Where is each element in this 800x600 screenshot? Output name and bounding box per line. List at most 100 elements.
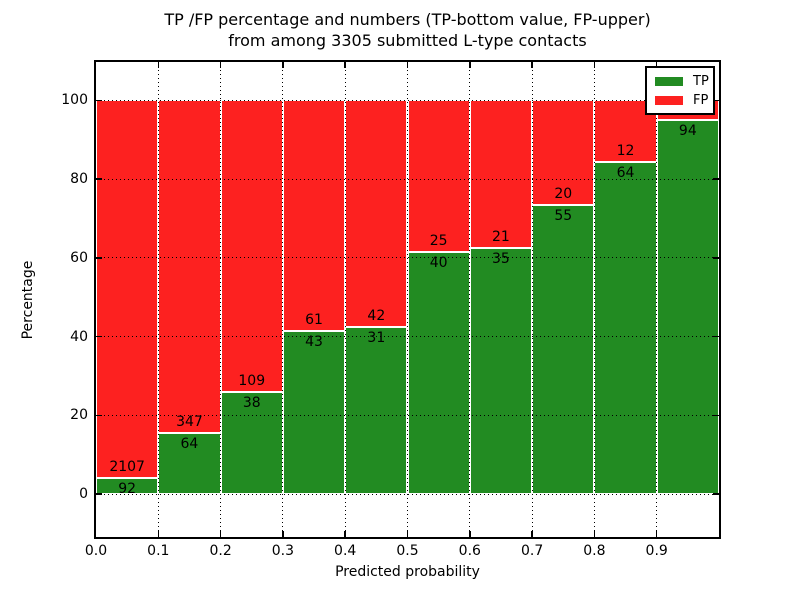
- bar-segment-tp-4: [345, 326, 408, 494]
- legend-label-tp: TP: [693, 73, 709, 89]
- x-tick-label-0.8: 0.8: [583, 543, 606, 559]
- bar-segment-fp-5: [407, 100, 470, 252]
- tp-count-label-7: 55: [554, 208, 573, 225]
- y-tick-left-20: [96, 414, 102, 416]
- x-tick-label-0.9: 0.9: [645, 543, 668, 559]
- tp-swatch-icon: [655, 76, 683, 86]
- bar-segment-fp-2: [220, 100, 283, 393]
- tp-count-label-4: 31: [367, 329, 386, 346]
- tp-count-label-9: 94: [678, 123, 697, 140]
- tp-count-label-0: 92: [118, 480, 137, 497]
- legend-label-fp: FP: [693, 92, 709, 108]
- y-tick-label-60: 60: [70, 249, 88, 266]
- x-tick-bottom-7: [531, 531, 533, 537]
- gridline-vertical-7: [531, 62, 533, 537]
- x-tick-bottom-3: [282, 531, 284, 537]
- y-tick-right-0: [713, 493, 719, 495]
- x-tick-bottom-8: [593, 531, 596, 537]
- x-tick-bottom-4: [344, 531, 346, 537]
- x-tick-label-0.2: 0.2: [209, 543, 232, 559]
- x-tick-label-0.7: 0.7: [520, 543, 544, 559]
- bar-segment-tp-8: [594, 162, 657, 494]
- x-tick-label-0.6: 0.6: [458, 543, 481, 559]
- bar-segment-tp-9: [656, 120, 719, 494]
- bar-segment-tp-7: [532, 205, 595, 494]
- plot-area: 2107 92 347 64 109 38 61 43 42 31 25 40 21 35 20 55 12 64…: [96, 62, 719, 537]
- x-tick-top-1: [157, 62, 160, 68]
- tp-count-label-1: 64: [180, 435, 199, 452]
- x-tick-label-0.0: 0.0: [84, 543, 108, 559]
- y-tick-label-20: 20: [70, 407, 88, 424]
- tp-count-label-6: 35: [492, 250, 510, 267]
- chart-title-line2: from among 3305 submitted L-type contact…: [228, 31, 587, 50]
- fp-count-label-1: 347: [176, 413, 203, 430]
- bar-segment-fp-3: [282, 100, 346, 332]
- fp-count-label-7: 20: [554, 186, 573, 203]
- y-tick-right-20: [713, 414, 719, 416]
- fp-count-label-4: 42: [367, 307, 386, 324]
- legend-item-tp: TP: [655, 73, 709, 89]
- bar-segment-tp-0: [96, 477, 159, 494]
- fp-count-label-6: 21: [492, 228, 510, 245]
- y-tick-left-100: [96, 99, 102, 102]
- fp-count-label-8: 12: [616, 143, 635, 160]
- y-tick-right-40: [713, 335, 719, 338]
- x-axis-label: Predicted probability: [335, 564, 480, 580]
- chart-title-line1: TP /FP percentage and numbers (TP-bottom…: [164, 10, 651, 29]
- fp-count-label-0: 2107: [109, 458, 145, 475]
- fp-count-label-5: 25: [429, 232, 448, 249]
- gridline-vertical-9: [656, 62, 658, 537]
- y-tick-right-60: [713, 257, 719, 259]
- y-tick-left-40: [96, 335, 102, 338]
- x-tick-top-8: [593, 62, 596, 68]
- legend: TP FP: [645, 66, 715, 115]
- x-tick-top-6: [469, 62, 471, 68]
- y-tick-left-0: [96, 493, 102, 495]
- bar-segment-tp-2: [220, 392, 283, 494]
- x-tick-bottom-9: [655, 531, 658, 537]
- fp-swatch-icon: [655, 95, 683, 105]
- gridline-vertical-8: [593, 62, 595, 537]
- bar-segment-tp-1: [158, 432, 221, 494]
- y-axis-label: Percentage: [20, 260, 36, 340]
- x-tick-bottom-6: [469, 531, 471, 537]
- gridline-vertical-2: [220, 62, 222, 537]
- y-tick-right-80: [713, 178, 719, 180]
- x-tick-bottom-2: [219, 531, 222, 537]
- bar-segment-fp-6: [469, 100, 533, 248]
- bar-segment-fp-1: [158, 100, 221, 433]
- x-tick-label-0.5: 0.5: [396, 543, 419, 559]
- gridline-vertical-5: [407, 62, 408, 537]
- chart-title: TP /FP percentage and numbers (TP-bottom…: [96, 9, 719, 51]
- y-tick-label-40: 40: [70, 328, 88, 345]
- gridline-vertical-3: [282, 62, 284, 537]
- x-tick-bottom-5: [406, 531, 409, 537]
- x-tick-top-3: [282, 62, 284, 68]
- gridline-vertical-4: [344, 62, 346, 537]
- bar-segment-fp-0: [96, 100, 159, 478]
- bar-segment-tp-6: [469, 247, 533, 494]
- x-tick-top-9: [655, 62, 658, 68]
- x-tick-top-2: [219, 62, 222, 68]
- bar-segment-tp-3: [282, 331, 346, 494]
- gridline-vertical-6: [469, 62, 471, 537]
- x-tick-top-5: [406, 62, 409, 68]
- bar-segment-fp-7: [532, 100, 595, 206]
- y-tick-left-60: [96, 257, 102, 259]
- x-tick-top-4: [344, 62, 346, 68]
- bar-segment-fp-4: [345, 100, 408, 327]
- x-tick-label-0.4: 0.4: [334, 543, 357, 559]
- fp-count-label-2: 109: [238, 373, 266, 390]
- y-tick-label-100: 100: [61, 92, 88, 109]
- bar-segment-tp-5: [407, 251, 470, 494]
- y-tick-left-80: [96, 178, 102, 180]
- tp-count-label-2: 38: [242, 395, 261, 412]
- x-tick-label-0.3: 0.3: [271, 543, 295, 559]
- x-tick-top-7: [531, 62, 533, 68]
- y-tick-label-0: 0: [79, 486, 88, 502]
- x-tick-label-0.1: 0.1: [147, 543, 170, 559]
- tp-count-label-5: 40: [429, 254, 448, 271]
- tp-count-label-3: 43: [305, 334, 323, 351]
- y-tick-label-80: 80: [70, 171, 88, 188]
